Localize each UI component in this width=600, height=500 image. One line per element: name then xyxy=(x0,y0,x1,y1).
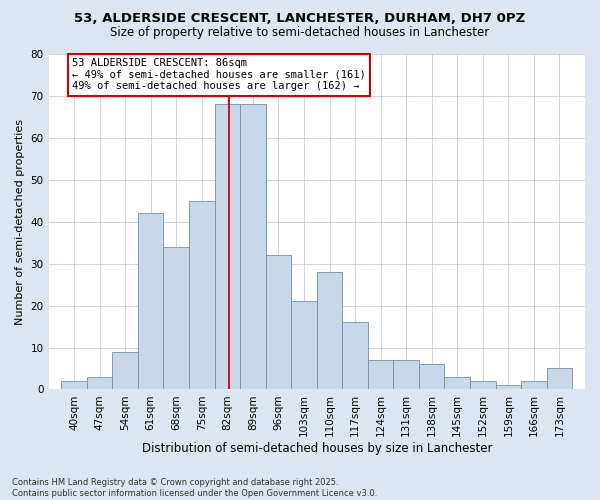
Bar xyxy=(343,322,368,390)
Bar xyxy=(189,201,215,390)
Bar xyxy=(470,381,496,390)
Bar xyxy=(87,377,112,390)
Bar xyxy=(547,368,572,390)
Bar xyxy=(138,214,163,390)
Bar xyxy=(521,381,547,390)
Bar xyxy=(368,360,394,390)
Bar xyxy=(291,302,317,390)
Text: Size of property relative to semi-detached houses in Lanchester: Size of property relative to semi-detach… xyxy=(110,26,490,39)
Text: 53, ALDERSIDE CRESCENT, LANCHESTER, DURHAM, DH7 0PZ: 53, ALDERSIDE CRESCENT, LANCHESTER, DURH… xyxy=(74,12,526,26)
Bar xyxy=(419,364,445,390)
X-axis label: Distribution of semi-detached houses by size in Lanchester: Distribution of semi-detached houses by … xyxy=(142,442,492,455)
Bar xyxy=(61,381,87,390)
Bar xyxy=(317,272,343,390)
Text: 53 ALDERSIDE CRESCENT: 86sqm
← 49% of semi-detached houses are smaller (161)
49%: 53 ALDERSIDE CRESCENT: 86sqm ← 49% of se… xyxy=(72,58,366,92)
Bar xyxy=(163,247,189,390)
Bar xyxy=(496,386,521,390)
Bar xyxy=(445,377,470,390)
Bar xyxy=(112,352,138,390)
Bar xyxy=(394,360,419,390)
Bar xyxy=(266,256,291,390)
Bar xyxy=(215,104,240,390)
Bar xyxy=(240,104,266,390)
Text: Contains HM Land Registry data © Crown copyright and database right 2025.
Contai: Contains HM Land Registry data © Crown c… xyxy=(12,478,377,498)
Y-axis label: Number of semi-detached properties: Number of semi-detached properties xyxy=(15,118,25,324)
